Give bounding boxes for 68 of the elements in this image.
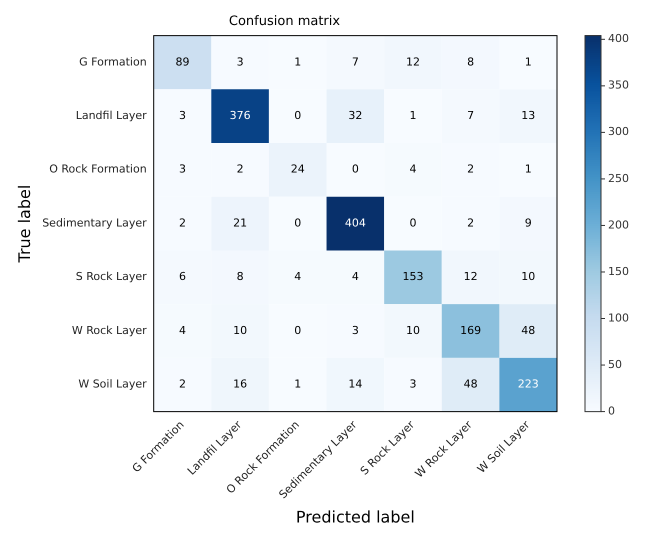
data-label: 2 [467,216,474,230]
data-label: 4 [352,270,359,284]
data-label: 3 [179,109,186,122]
y-axis-title: True label [14,184,34,264]
data-label: 2 [467,162,474,176]
color-bar-label: 200 [608,218,629,232]
data-label: 0 [294,109,302,122]
data-label: 12 [406,55,420,68]
data-label: 4 [409,162,416,176]
color-bar-label: 350 [608,78,629,92]
data-label: 10 [406,324,420,337]
data-label: 2 [236,162,244,176]
data-label: 4 [294,270,302,284]
y-tick-label: Sedimentary Layer [42,216,148,230]
data-label: 1 [294,55,302,68]
y-tick-label: O Rock Formation [49,162,147,176]
data-label: 0 [409,216,416,230]
data-label: 13 [521,109,536,122]
data-label: 7 [467,109,474,122]
data-label: 169 [460,324,482,337]
y-tick-label: S Rock Layer [76,270,148,284]
data-label: 153 [402,270,424,284]
data-label: 376 [230,109,251,122]
data-label: 223 [518,378,539,391]
data-label: 1 [294,378,302,391]
data-label: 3 [352,324,359,337]
data-label: 2 [179,216,186,230]
data-label: 21 [233,216,248,230]
data-label: 48 [464,378,478,391]
data-label: 1 [524,162,532,176]
data-label: 3 [409,378,416,391]
data-label: 7 [352,55,359,68]
data-label: 14 [348,378,362,391]
data-label: 404 [344,216,366,230]
color-bar-label: 0 [608,404,615,418]
data-label: 10 [521,270,536,284]
y-tick-label: W Rock Layer [72,324,148,337]
y-tick-label: G Formation [79,55,147,68]
data-label: 6 [179,270,186,284]
color-bar-label: 50 [608,358,622,371]
data-label: 8 [467,55,474,68]
data-label: 3 [179,162,186,176]
data-label: 4 [179,324,186,337]
color-bar-label: 400 [608,32,629,46]
color-bar-label: 250 [608,172,629,185]
color-bar-label: 150 [608,264,629,278]
y-tick-label: Landfil Layer [76,109,148,122]
data-label: 9 [524,216,532,230]
chart-title: Confusion matrix [228,14,340,30]
data-label: 0 [294,324,302,337]
color-bar-label: 300 [608,125,629,138]
data-label: 48 [521,324,536,337]
data-label: 3 [236,55,244,68]
data-label: 32 [348,109,362,122]
data-label: 2 [179,378,186,391]
data-label: 1 [409,109,416,122]
x-axis-title: Predicted label [296,508,415,527]
data-label: 24 [290,162,305,176]
data-label: 1 [524,55,532,68]
data-label: 0 [294,216,302,230]
data-label: 89 [176,55,190,68]
data-label: 16 [233,378,248,391]
y-tick-label: W Soil Layer [78,378,148,391]
data-label: 12 [464,270,478,284]
data-label: 0 [352,162,359,176]
data-label: 10 [233,324,248,337]
data-label: 8 [236,270,244,284]
color-bar-label: 100 [608,311,629,324]
